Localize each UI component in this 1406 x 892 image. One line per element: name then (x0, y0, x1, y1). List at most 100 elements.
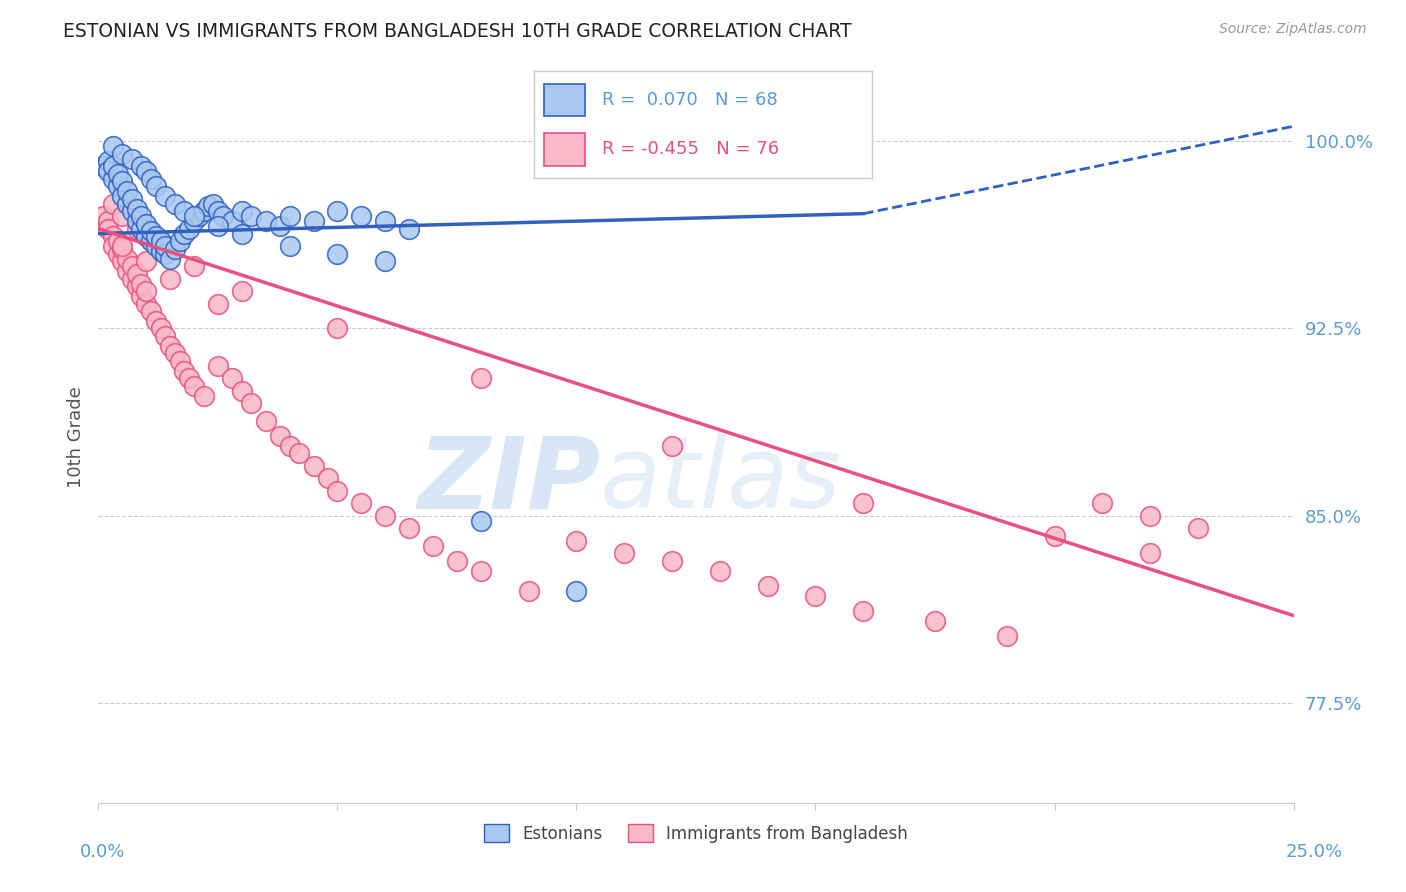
Point (131, 209, 153, 223)
Point (135, 284, 157, 298)
Point (115, 196, 138, 211)
Point (169, 234, 191, 248)
Point (221, 371, 243, 385)
Point (97, 164, 120, 178)
Point (221, 214, 243, 228)
Point (139, 224, 162, 238)
Point (101, 196, 124, 211)
Point (852, 604, 875, 618)
Point (125, 202, 148, 216)
Point (565, 583, 588, 598)
Point (121, 152, 143, 166)
Point (111, 146, 134, 161)
Point (163, 242, 186, 256)
Point (804, 589, 827, 603)
Point (155, 329, 177, 343)
Point (207, 204, 229, 219)
Point (107, 167, 129, 181)
Point (169, 354, 191, 368)
Point (278, 439, 301, 453)
Point (197, 199, 219, 213)
Point (155, 189, 177, 203)
Point (231, 204, 253, 219)
Point (121, 192, 143, 206)
Point (149, 321, 172, 335)
Point (374, 254, 396, 268)
Point (240, 209, 263, 223)
Point (302, 214, 325, 228)
Point (101, 239, 124, 253)
Point (125, 221, 148, 235)
Point (254, 414, 277, 428)
Point (1139, 546, 1161, 560)
Point (111, 242, 134, 256)
Point (350, 496, 373, 510)
Point (995, 628, 1018, 642)
Point (207, 296, 229, 310)
Point (231, 284, 253, 298)
Point (145, 239, 167, 253)
Point (374, 508, 396, 523)
Point (269, 219, 291, 234)
Point (131, 159, 153, 173)
Point (517, 583, 540, 598)
Point (135, 229, 157, 244)
Point (125, 267, 148, 281)
Point (111, 209, 134, 223)
Point (159, 339, 181, 353)
Point (125, 214, 148, 228)
Point (139, 171, 162, 186)
Point (288, 446, 311, 460)
Point (111, 254, 134, 268)
Point (470, 564, 492, 578)
Point (254, 214, 277, 228)
Point (350, 209, 373, 223)
Point (145, 229, 167, 244)
Point (107, 234, 129, 248)
Point (131, 289, 153, 303)
Point (661, 439, 683, 453)
Point (121, 259, 143, 273)
Point (398, 221, 420, 235)
Point (326, 204, 349, 219)
Point (173, 204, 195, 219)
Point (101, 139, 124, 153)
Bar (544, 84, 585, 116)
Point (131, 277, 153, 291)
Point (613, 546, 636, 560)
Point (145, 314, 167, 328)
Bar (544, 134, 585, 166)
Point (97, 214, 120, 228)
Point (111, 189, 134, 203)
Y-axis label: 10th Grade: 10th Grade (66, 386, 84, 488)
Point (139, 304, 162, 318)
Point (183, 209, 205, 223)
Point (149, 234, 172, 248)
Point (278, 209, 301, 223)
Text: ZIP: ZIP (418, 433, 600, 530)
Text: R =  0.070   N = 68: R = 0.070 N = 68 (602, 91, 778, 109)
Point (145, 234, 167, 248)
Point (924, 614, 946, 628)
Point (470, 371, 492, 385)
Point (159, 252, 181, 266)
Point (1091, 496, 1114, 510)
Point (207, 359, 229, 373)
Point (852, 496, 875, 510)
Point (709, 564, 731, 578)
Point (326, 246, 349, 260)
Text: R = -0.455   N = 76: R = -0.455 N = 76 (602, 141, 779, 159)
Point (446, 554, 468, 568)
Point (398, 521, 420, 535)
Point (115, 252, 138, 266)
Point (91, 209, 114, 223)
Point (422, 539, 444, 553)
Point (278, 239, 301, 253)
Point (121, 204, 143, 219)
Point (1139, 508, 1161, 523)
Point (183, 379, 205, 393)
Point (326, 483, 349, 498)
Point (131, 221, 153, 235)
Point (101, 171, 124, 186)
Point (163, 346, 186, 360)
